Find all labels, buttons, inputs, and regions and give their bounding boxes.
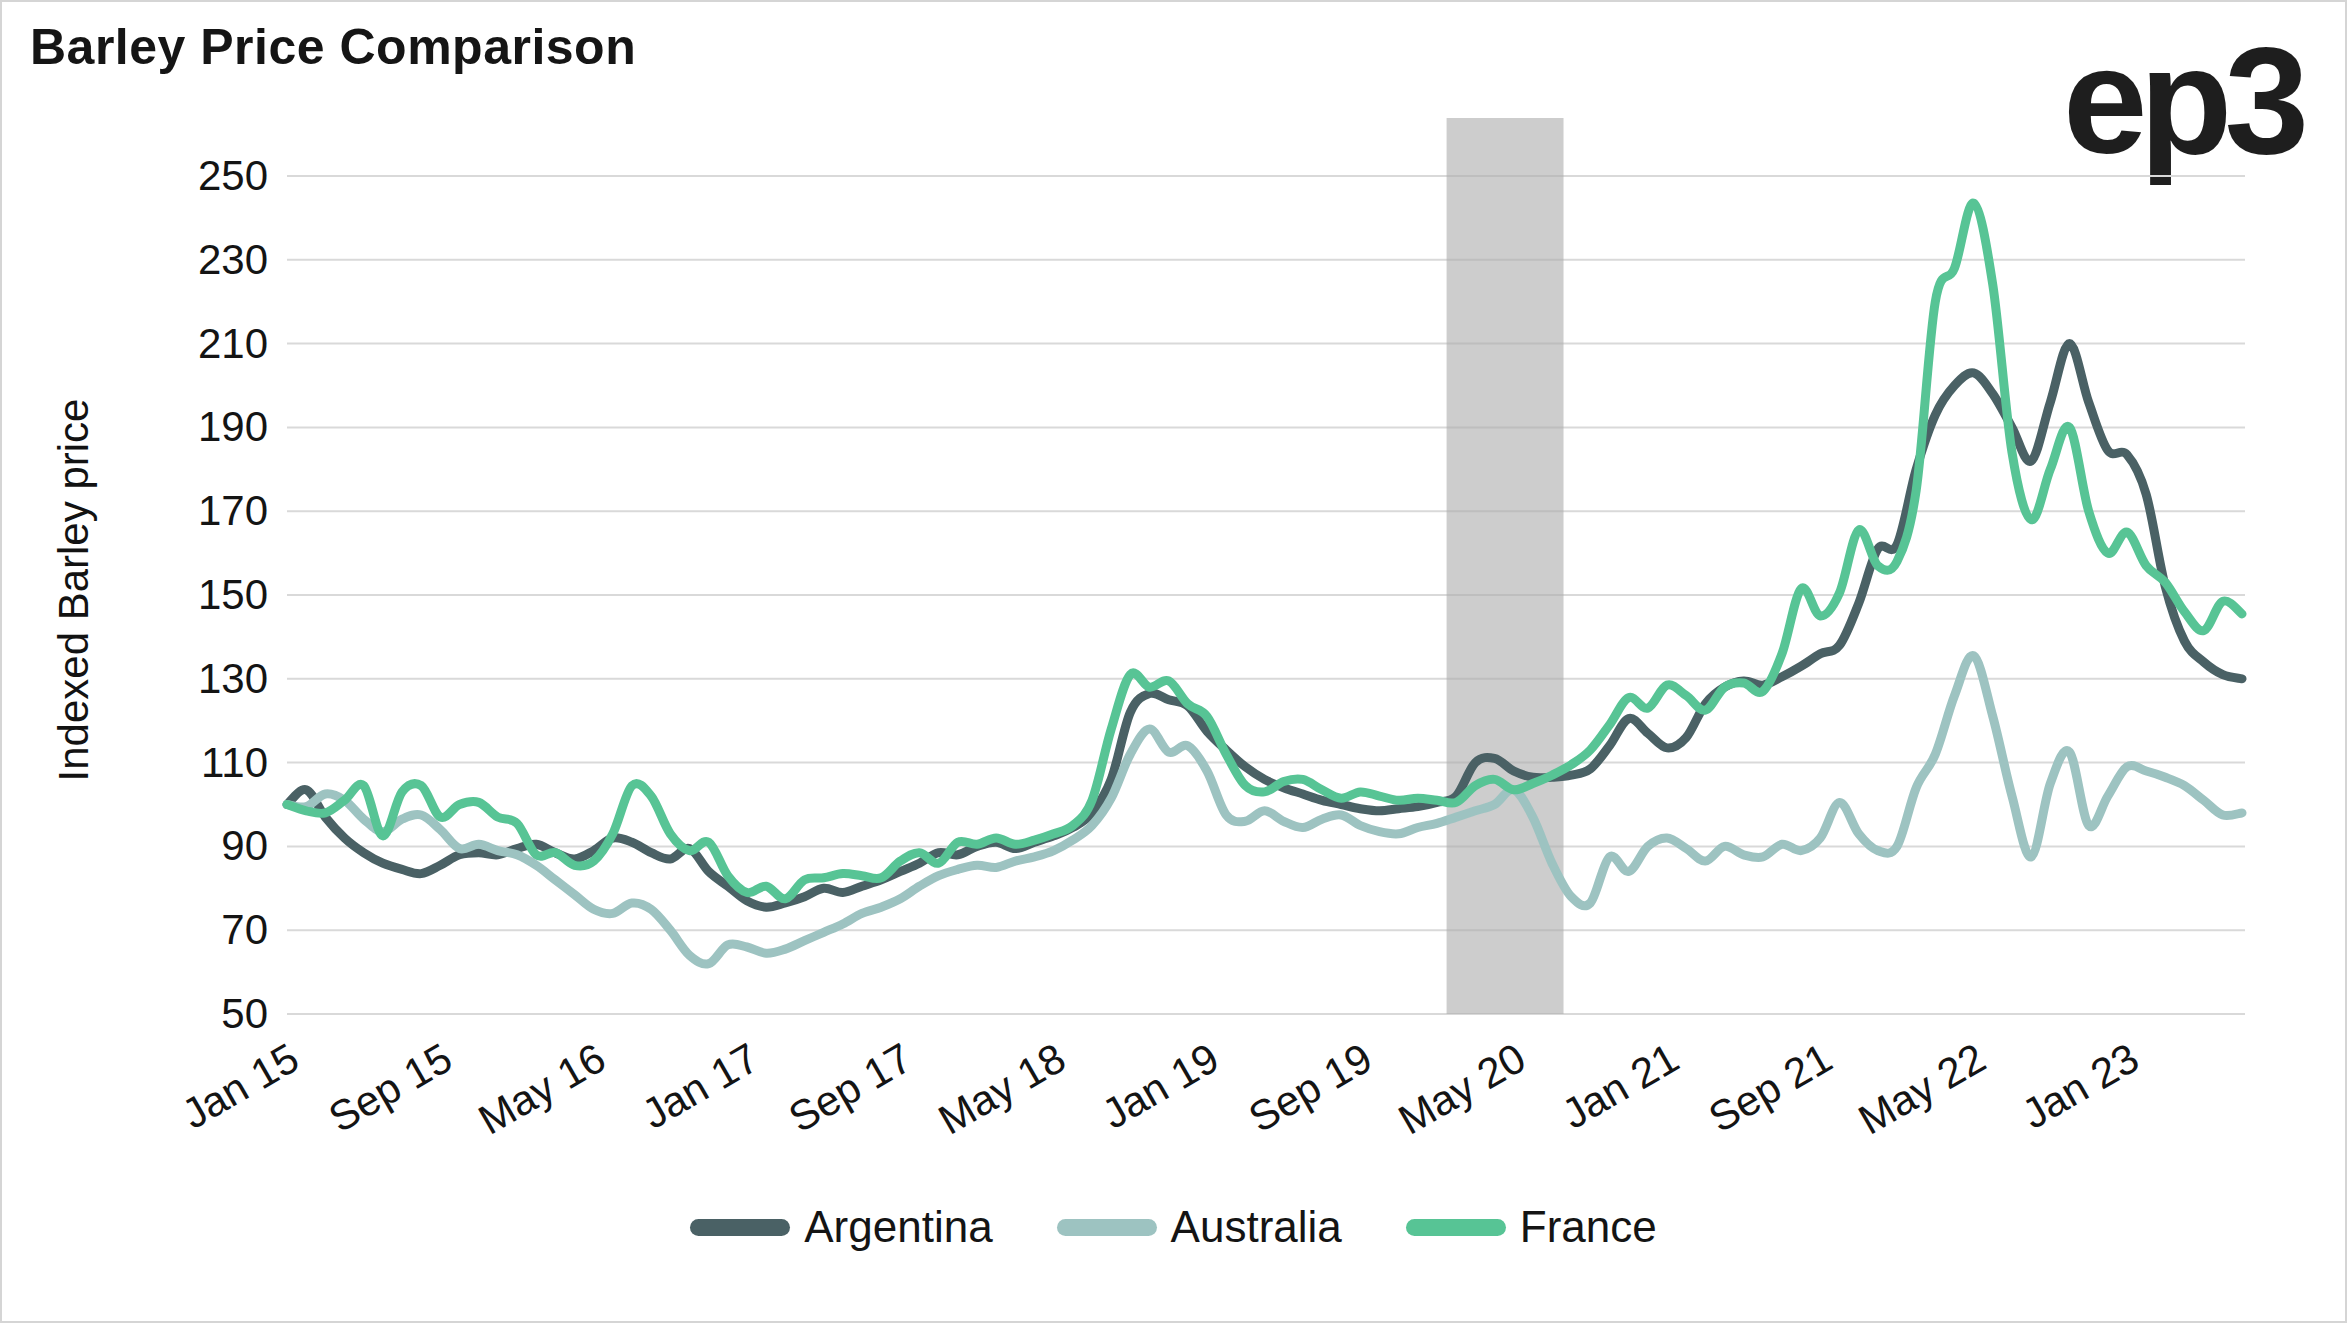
legend-item-argentina: Argentina (690, 1202, 992, 1252)
y-tick-label-110: 110 (2, 739, 268, 787)
y-tick-label-190: 190 (2, 403, 268, 451)
y-tick-label-70: 70 (2, 906, 268, 954)
y-tick-label-170: 170 (2, 487, 268, 535)
series-line-france (287, 203, 2242, 899)
legend-swatch-france (1406, 1219, 1506, 1236)
y-tick-label-90: 90 (2, 822, 268, 870)
y-tick-label-230: 230 (2, 236, 268, 284)
legend-label-argentina: Argentina (804, 1202, 992, 1252)
chart-legend: Argentina Australia France (2, 1202, 2345, 1252)
y-tick-label-50: 50 (2, 990, 268, 1038)
legend-swatch-australia (1057, 1219, 1157, 1236)
highlight-band-2020 (1447, 118, 1564, 1014)
legend-label-france: France (1520, 1202, 1657, 1252)
legend-swatch-argentina (690, 1219, 790, 1236)
legend-item-australia: Australia (1057, 1202, 1342, 1252)
legend-item-france: France (1406, 1202, 1657, 1252)
y-tick-label-210: 210 (2, 320, 268, 368)
y-tick-label-150: 150 (2, 571, 268, 619)
series-line-australia (287, 655, 2242, 964)
y-tick-label-250: 250 (2, 152, 268, 200)
legend-label-australia: Australia (1171, 1202, 1342, 1252)
chart-screenshot: Barley Price Comparison ep3 Indexed Barl… (0, 0, 2347, 1323)
y-tick-label-130: 130 (2, 655, 268, 703)
